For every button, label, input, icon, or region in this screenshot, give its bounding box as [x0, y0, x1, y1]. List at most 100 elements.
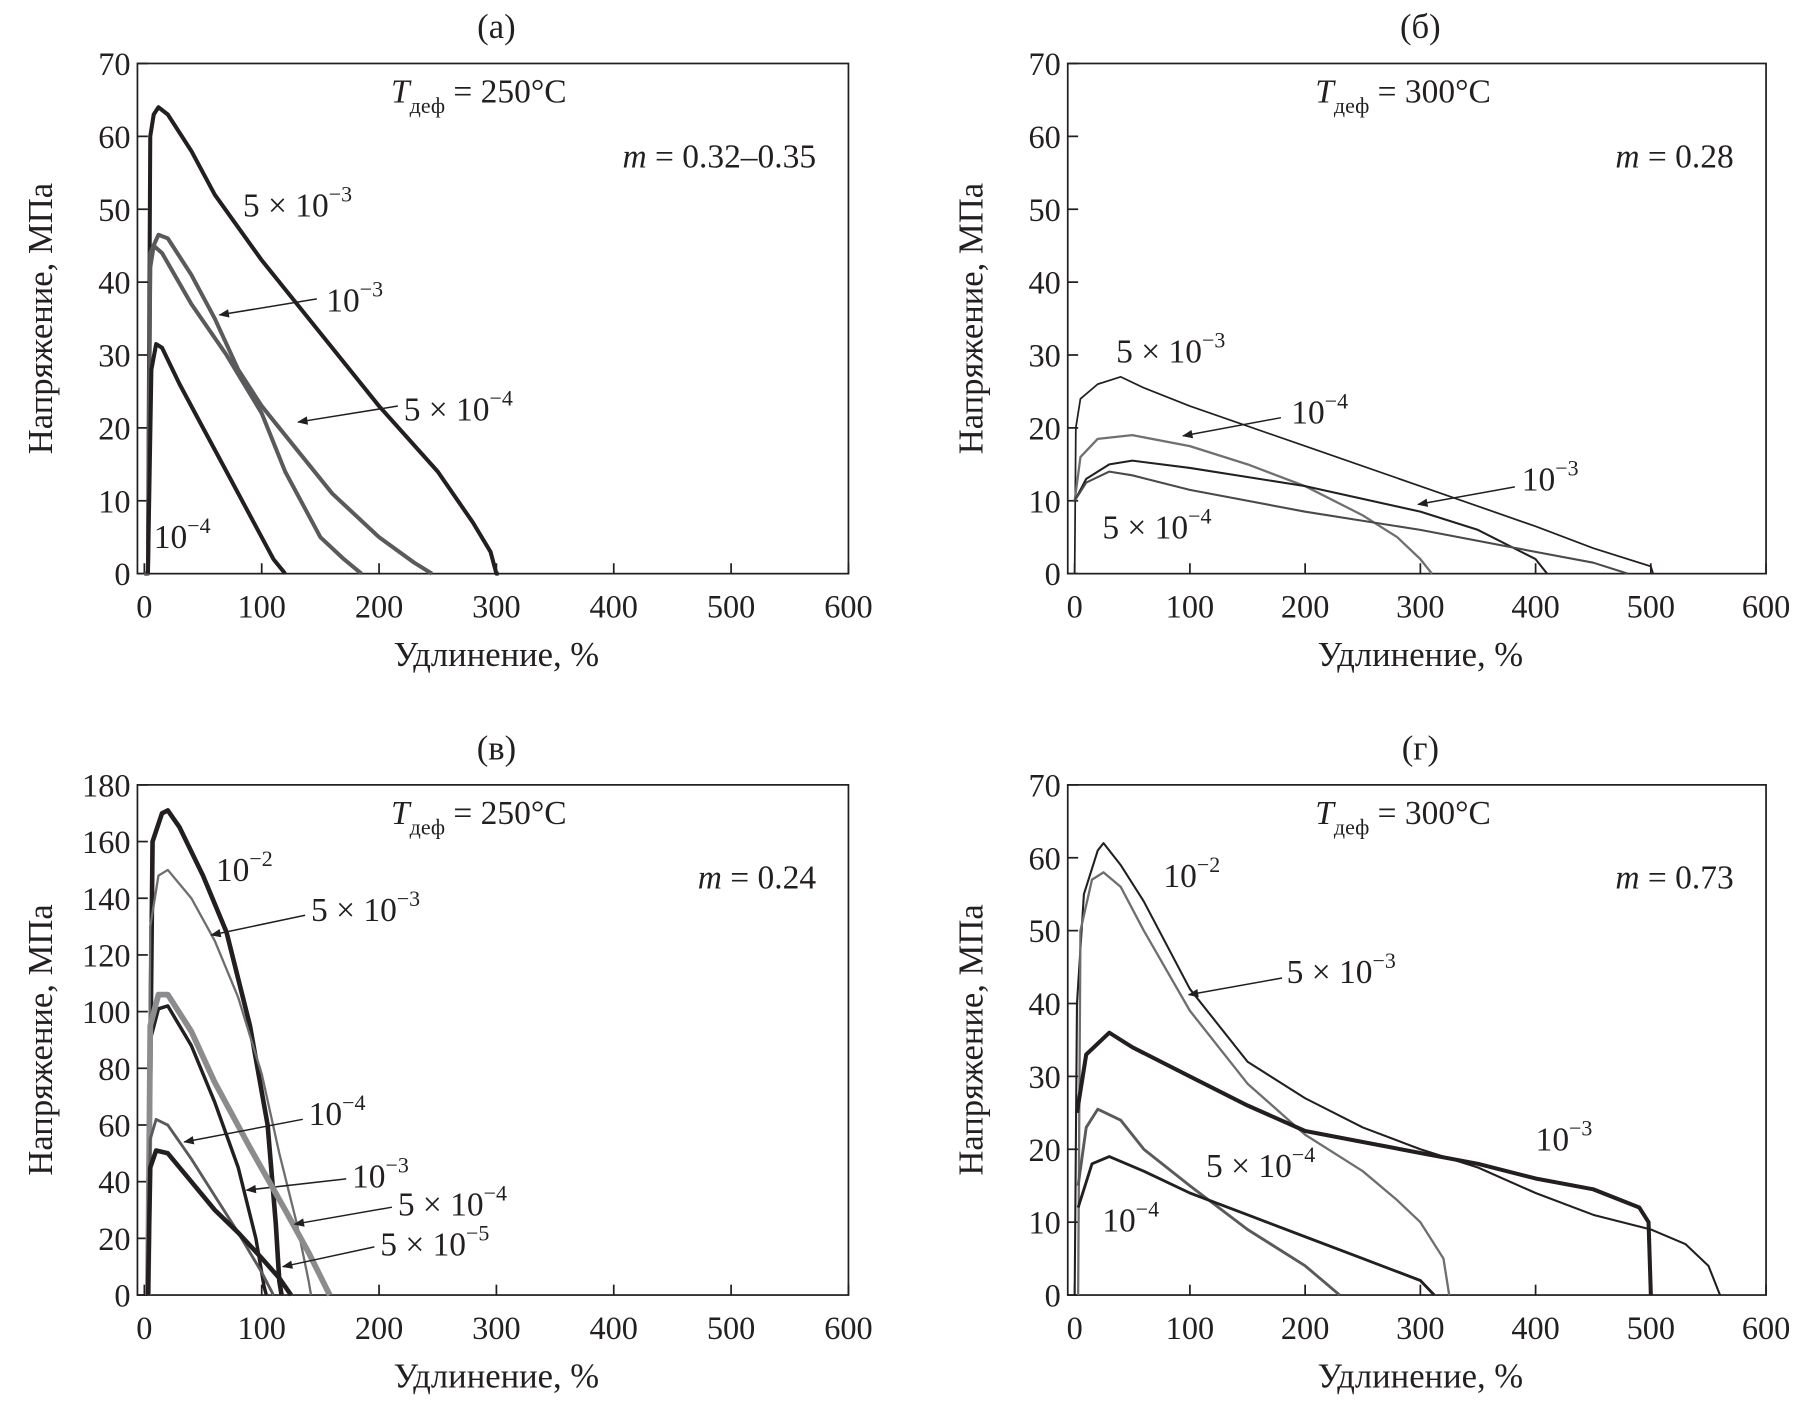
- series-label: 5 × 10−4: [1102, 504, 1211, 547]
- series-line: [146, 868, 313, 1296]
- x-tick-label: 300: [1396, 1310, 1444, 1346]
- series-label-exponent: −3: [1555, 456, 1578, 481]
- series-label: 10−2: [1163, 852, 1220, 895]
- x-tick-label: 400: [1511, 589, 1559, 625]
- series-label: 10−3: [352, 1152, 409, 1195]
- m-annotation: m = 0.24: [698, 860, 817, 897]
- y-tick-label: 70: [1029, 767, 1061, 803]
- series-label-exponent: −3: [386, 1152, 409, 1177]
- y-tick-label: 50: [1029, 913, 1061, 949]
- series-label-exponent: −4: [1188, 504, 1211, 529]
- temperature-annotation: Tдеф = 250°C: [391, 74, 567, 118]
- series-label-base: 10: [309, 1096, 342, 1133]
- y-tick-label: 70: [98, 46, 130, 82]
- y-tick-label: 60: [1029, 840, 1061, 876]
- series-label-base: 5 × 10: [311, 892, 397, 929]
- x-tick-label: 200: [1281, 589, 1329, 625]
- temperature-annotation: Tдеф = 300°C: [1315, 795, 1491, 839]
- x-tick-label: 500: [707, 1310, 755, 1346]
- y-tick-label: 80: [98, 1051, 130, 1087]
- y-tick-label: 20: [98, 410, 130, 446]
- m-symbol: m: [1615, 138, 1639, 175]
- y-tick-label: 30: [1029, 1059, 1061, 1095]
- series-label: 5 × 10−3: [1287, 948, 1396, 991]
- series-line: [145, 232, 433, 576]
- series-label-exponent: −3: [397, 886, 420, 911]
- series-label-exponent: −2: [249, 846, 272, 871]
- series-label: 10−4: [154, 513, 211, 556]
- y-tick-label: 60: [1029, 119, 1061, 155]
- m-value: = 0.24: [722, 860, 816, 897]
- y-tick-label: 10: [98, 483, 130, 519]
- x-tick-label: 600: [824, 1310, 872, 1346]
- x-axis-label: Удлинение, %: [1318, 1357, 1523, 1395]
- series-label: 10−4: [1102, 1197, 1159, 1240]
- series-label-exponent: −3: [360, 276, 383, 301]
- y-axis-label: Напряжение, МПа: [952, 183, 990, 454]
- x-tick-label: 100: [1166, 589, 1214, 625]
- series-line: [1076, 871, 1451, 1296]
- label-arrow: [1187, 977, 1283, 998]
- series-label-exponent: −3: [1569, 1116, 1592, 1141]
- label-arrow: [245, 1178, 347, 1194]
- series-label: 10−2: [216, 846, 273, 889]
- temperature-symbol: T: [391, 795, 412, 832]
- series-line: [1076, 1107, 1341, 1297]
- m-value: = 0.32–0.35: [647, 138, 817, 175]
- series-label: 10−3: [326, 276, 383, 319]
- x-tick-label: 0: [1067, 1310, 1083, 1346]
- y-tick-label: 120: [82, 937, 130, 973]
- series-label-base: 10: [352, 1158, 385, 1195]
- y-axis-label: Напряжение, МПа: [952, 904, 990, 1175]
- y-tick-label: 40: [1029, 265, 1061, 301]
- y-tick-label: 40: [1029, 986, 1061, 1022]
- series-label-exponent: −5: [466, 1220, 489, 1245]
- panel-2: (б) 0 100 200 300 400 500 600 0 10 20 30 40 50 60 70 Удл…: [952, 8, 1790, 674]
- y-tick-label: 0: [1045, 556, 1061, 592]
- series-label: 10−4: [1291, 389, 1348, 432]
- plot-frame: [136, 784, 850, 1296]
- panel-label: (г): [1402, 729, 1439, 767]
- series-label-exponent: −3: [1202, 327, 1225, 352]
- temperature-value: = 250°C: [445, 795, 567, 832]
- label-arrow: [183, 1118, 303, 1145]
- x-tick-label: 500: [1627, 589, 1675, 625]
- x-tick-label: 500: [1627, 1310, 1675, 1346]
- plot-frame: [1066, 784, 1767, 1296]
- m-annotation: m = 0.73: [1615, 860, 1733, 897]
- series-label-base: 5 × 10: [398, 1187, 484, 1224]
- series-label-exponent: −3: [1373, 948, 1396, 973]
- x-tick-label: 600: [824, 589, 872, 625]
- y-tick-label: 10: [1029, 1205, 1061, 1241]
- series-label-base: 10: [216, 852, 249, 889]
- series-label-base: 10: [326, 282, 359, 319]
- y-tick-label: 20: [1029, 410, 1061, 446]
- panel-label: (а): [477, 8, 515, 46]
- y-tick-label: 30: [1029, 338, 1061, 374]
- series-line: [1073, 470, 1629, 575]
- m-symbol: m: [1615, 860, 1639, 897]
- m-value: = 0.73: [1640, 860, 1734, 897]
- x-axis-label: Удлинение, %: [394, 636, 599, 674]
- series-label: 5 × 10−4: [398, 1181, 507, 1224]
- series-line: [144, 105, 499, 576]
- x-tick-label: 600: [1742, 589, 1790, 625]
- y-tick-label: 0: [1045, 1278, 1061, 1314]
- label-arrow: [1417, 486, 1515, 507]
- series-label-exponent: −3: [329, 182, 352, 207]
- series-label-base: 10: [1522, 462, 1555, 499]
- temperature-symbol: T: [1315, 795, 1336, 832]
- series-label-exponent: −4: [1136, 1197, 1159, 1222]
- temperature-annotation: Tдеф = 300°C: [1315, 74, 1491, 118]
- x-axis-label: Удлинение, %: [1318, 636, 1523, 674]
- x-tick-label: 0: [1067, 589, 1083, 625]
- series-line: [1073, 433, 1433, 575]
- series-line: [1074, 1030, 1653, 1296]
- panel-3: (в) 0 100 200 300 400 500 600 0 20 40 60 80 100 120 140…: [22, 729, 873, 1395]
- series-label-base: 5 × 10: [1206, 1148, 1292, 1185]
- m-value: = 0.28: [1640, 138, 1734, 175]
- series-line: [145, 1148, 293, 1297]
- series-label-exponent: −4: [1325, 389, 1348, 414]
- label-arrow: [1181, 416, 1282, 439]
- label-arrow: [293, 1206, 393, 1227]
